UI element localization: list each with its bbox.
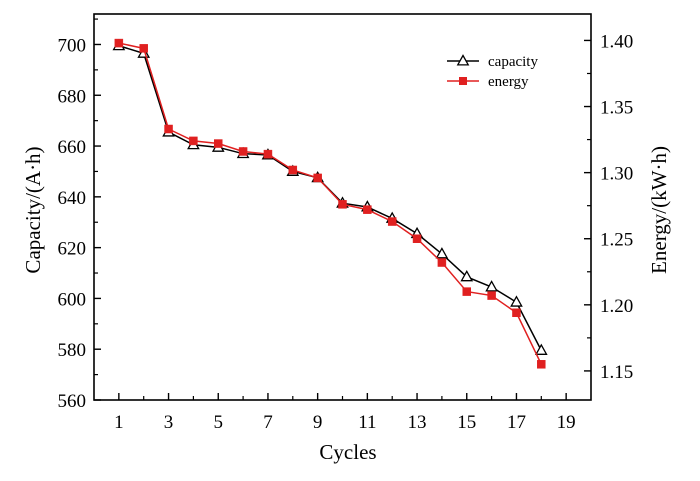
- y-left-tick-label: 600: [58, 289, 87, 310]
- y-left-tick-label: 620: [58, 239, 87, 260]
- y-right-tick-label: 1.35: [600, 98, 633, 119]
- x-tick-label: 7: [263, 412, 273, 433]
- y-axis-left-title: Capacity/(A·h): [21, 146, 45, 273]
- y-right-tick-label: 1.40: [600, 31, 633, 52]
- y-right-tick-label: 1.30: [600, 164, 633, 185]
- x-tick-label: 15: [457, 412, 476, 433]
- energy-point: [189, 136, 198, 146]
- legend-marker: [459, 77, 467, 85]
- series-layer: [112, 38, 548, 369]
- energy-point: [338, 200, 347, 209]
- energy-point: [412, 234, 422, 243]
- x-tick-label: 13: [408, 412, 427, 433]
- y-axis-left: 560 580 600 620 640 660 680 700: [58, 18, 101, 412]
- energy-line: [118, 42, 542, 365]
- y-left-tick-label: 560: [58, 391, 87, 412]
- legend: capacity energy: [447, 54, 538, 90]
- x-tick-label: 11: [358, 412, 376, 433]
- capacity-point: [460, 270, 474, 282]
- energy-point: [288, 165, 298, 175]
- capacity-point: [485, 280, 498, 292]
- y-right-tick-label: 1.20: [600, 296, 633, 317]
- legend-label: capacity: [488, 54, 538, 70]
- capacity-point: [435, 247, 449, 259]
- energy-point: [487, 291, 496, 300]
- energy-point: [462, 287, 471, 296]
- y-axis-right: 1.15 1.20 1.25 1.30 1.35 1.40: [584, 31, 633, 383]
- legend-label: energy: [488, 74, 529, 90]
- y-left-tick-label: 700: [58, 35, 87, 56]
- capacity-line: [118, 45, 542, 351]
- energy-point: [238, 147, 248, 156]
- x-tick-label: 3: [164, 412, 174, 433]
- x-axis-title: Cycles: [319, 440, 376, 464]
- energy-point: [537, 360, 546, 369]
- x-tick-label: 19: [557, 412, 576, 433]
- energy-point: [263, 149, 273, 159]
- y-left-tick-label: 680: [58, 86, 87, 107]
- x-tick-label: 9: [313, 412, 323, 433]
- energy-point: [437, 258, 447, 267]
- capacity-point: [534, 343, 548, 355]
- energy-point: [114, 38, 124, 48]
- legend-item-energy: energy: [447, 74, 529, 90]
- energy-point: [387, 217, 397, 226]
- y-left-tick-label: 640: [58, 188, 87, 209]
- y-right-tick-label: 1.25: [600, 230, 633, 251]
- x-tick-label: 1: [114, 412, 124, 433]
- energy-point: [313, 173, 322, 183]
- y-axis-right-title: Energy/(kW·h): [647, 146, 671, 274]
- energy-point: [164, 124, 173, 134]
- energy-point: [214, 139, 223, 148]
- energy-point: [363, 205, 372, 214]
- x-tick-label: 5: [214, 412, 224, 433]
- series-capacity: [112, 38, 548, 355]
- series-energy: [114, 38, 546, 369]
- y-right-tick-label: 1.15: [600, 362, 633, 383]
- y-left-tick-label: 660: [58, 137, 87, 158]
- energy-point: [512, 308, 521, 318]
- capacity-point: [510, 295, 523, 307]
- legend-item-capacity: capacity: [447, 54, 538, 70]
- energy-point: [139, 44, 148, 53]
- x-axis: 1 3 5 7 9 11 13 15 17 19: [114, 393, 576, 433]
- x-tick-label: 17: [507, 412, 526, 433]
- y-left-tick-label: 580: [58, 340, 87, 361]
- legend-marker: [456, 54, 470, 66]
